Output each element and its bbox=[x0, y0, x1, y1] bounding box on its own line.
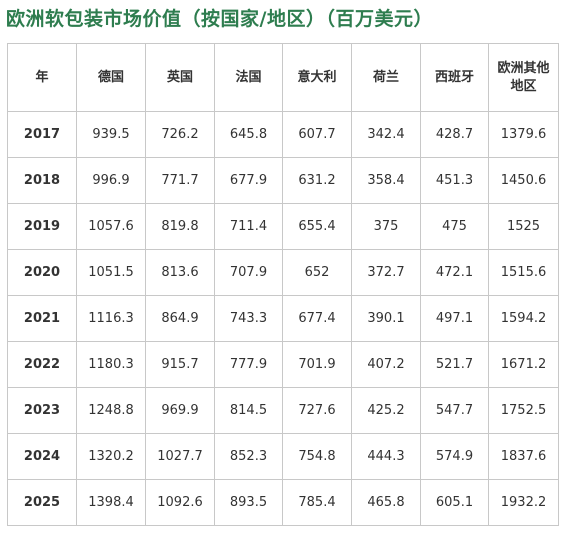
table-row: 2020 1051.5 813.6 707.9 652 372.7 472.1 1515.6 bbox=[7, 249, 559, 296]
cell-year: 2018 bbox=[7, 157, 77, 204]
header-italy: 意大利 bbox=[282, 43, 352, 112]
cell-year: 2025 bbox=[7, 479, 77, 526]
cell-italy: 785.4 bbox=[282, 479, 352, 526]
cell-rest-of-europe: 1525 bbox=[488, 203, 559, 250]
table-row: 2024 1320.2 1027.7 852.3 754.8 444.3 574.9 1837… bbox=[7, 433, 559, 480]
cell-italy: 607.7 bbox=[282, 111, 352, 158]
cell-italy: 631.2 bbox=[282, 157, 352, 204]
cell-spain: 521.7 bbox=[420, 341, 489, 388]
header-uk: 英国 bbox=[145, 43, 215, 112]
cell-uk: 969.9 bbox=[145, 387, 215, 434]
cell-rest-of-europe: 1752.5 bbox=[488, 387, 559, 434]
cell-uk: 915.7 bbox=[145, 341, 215, 388]
cell-year: 2021 bbox=[7, 295, 77, 342]
cell-year: 2019 bbox=[7, 203, 77, 250]
cell-italy: 727.6 bbox=[282, 387, 352, 434]
cell-spain: 475 bbox=[420, 203, 489, 250]
market-value-table: 年 德国 英国 法国 意大利 荷兰 西班牙 欧洲其他地区 2017 939.5 72… bbox=[7, 43, 559, 526]
cell-uk: 1027.7 bbox=[145, 433, 215, 480]
cell-france: 707.9 bbox=[214, 249, 283, 296]
cell-france: 677.9 bbox=[214, 157, 283, 204]
cell-spain: 574.9 bbox=[420, 433, 489, 480]
cell-france: 645.8 bbox=[214, 111, 283, 158]
table-row: 2021 1116.3 864.9 743.3 677.4 390.1 497.1 1594.… bbox=[7, 295, 559, 342]
cell-italy: 655.4 bbox=[282, 203, 352, 250]
table-row: 2022 1180.3 915.7 777.9 701.9 407.2 521.7 1671.… bbox=[7, 341, 559, 388]
cell-netherlands: 358.4 bbox=[351, 157, 421, 204]
cell-italy: 754.8 bbox=[282, 433, 352, 480]
cell-germany: 939.5 bbox=[76, 111, 146, 158]
cell-germany: 1320.2 bbox=[76, 433, 146, 480]
cell-germany: 1116.3 bbox=[76, 295, 146, 342]
header-rest-of-europe: 欧洲其他地区 bbox=[488, 43, 559, 112]
cell-uk: 864.9 bbox=[145, 295, 215, 342]
cell-rest-of-europe: 1932.2 bbox=[488, 479, 559, 526]
cell-france: 893.5 bbox=[214, 479, 283, 526]
cell-year: 2017 bbox=[7, 111, 77, 158]
cell-rest-of-europe: 1515.6 bbox=[488, 249, 559, 296]
cell-germany: 996.9 bbox=[76, 157, 146, 204]
cell-year: 2023 bbox=[7, 387, 77, 434]
table-row: 2019 1057.6 819.8 711.4 655.4 375 475 1525 bbox=[7, 203, 559, 250]
header-year: 年 bbox=[7, 43, 77, 112]
cell-france: 852.3 bbox=[214, 433, 283, 480]
header-spain: 西班牙 bbox=[420, 43, 489, 112]
cell-spain: 472.1 bbox=[420, 249, 489, 296]
header-germany: 德国 bbox=[76, 43, 146, 112]
cell-uk: 771.7 bbox=[145, 157, 215, 204]
cell-germany: 1248.8 bbox=[76, 387, 146, 434]
cell-uk: 726.2 bbox=[145, 111, 215, 158]
cell-rest-of-europe: 1379.6 bbox=[488, 111, 559, 158]
cell-rest-of-europe: 1594.2 bbox=[488, 295, 559, 342]
cell-netherlands: 342.4 bbox=[351, 111, 421, 158]
cell-netherlands: 465.8 bbox=[351, 479, 421, 526]
cell-france: 777.9 bbox=[214, 341, 283, 388]
cell-france: 711.4 bbox=[214, 203, 283, 250]
cell-germany: 1057.6 bbox=[76, 203, 146, 250]
table-row: 2017 939.5 726.2 645.8 607.7 342.4 428.7 1379.6 bbox=[7, 111, 559, 158]
cell-netherlands: 425.2 bbox=[351, 387, 421, 434]
cell-france: 743.3 bbox=[214, 295, 283, 342]
cell-year: 2020 bbox=[7, 249, 77, 296]
cell-germany: 1180.3 bbox=[76, 341, 146, 388]
header-netherlands: 荷兰 bbox=[351, 43, 421, 112]
cell-netherlands: 372.7 bbox=[351, 249, 421, 296]
cell-spain: 497.1 bbox=[420, 295, 489, 342]
cell-rest-of-europe: 1837.6 bbox=[488, 433, 559, 480]
cell-germany: 1398.4 bbox=[76, 479, 146, 526]
cell-uk: 813.6 bbox=[145, 249, 215, 296]
cell-netherlands: 407.2 bbox=[351, 341, 421, 388]
table-header-row: 年 德国 英国 法国 意大利 荷兰 西班牙 欧洲其他地区 bbox=[7, 43, 559, 112]
cell-netherlands: 390.1 bbox=[351, 295, 421, 342]
cell-italy: 701.9 bbox=[282, 341, 352, 388]
header-france: 法国 bbox=[214, 43, 283, 112]
cell-year: 2024 bbox=[7, 433, 77, 480]
page-title: 欧洲软包装市场价值（按国家/地区）（百万美元） bbox=[6, 8, 433, 30]
cell-netherlands: 375 bbox=[351, 203, 421, 250]
cell-uk: 819.8 bbox=[145, 203, 215, 250]
cell-uk: 1092.6 bbox=[145, 479, 215, 526]
table-row: 2018 996.9 771.7 677.9 631.2 358.4 451.3 1450.6 bbox=[7, 157, 559, 204]
cell-spain: 605.1 bbox=[420, 479, 489, 526]
table-row: 2025 1398.4 1092.6 893.5 785.4 465.8 605.1 1932… bbox=[7, 479, 559, 526]
cell-netherlands: 444.3 bbox=[351, 433, 421, 480]
cell-germany: 1051.5 bbox=[76, 249, 146, 296]
cell-rest-of-europe: 1450.6 bbox=[488, 157, 559, 204]
cell-italy: 652 bbox=[282, 249, 352, 296]
table-row: 2023 1248.8 969.9 814.5 727.6 425.2 547.7 1752.… bbox=[7, 387, 559, 434]
cell-spain: 547.7 bbox=[420, 387, 489, 434]
cell-spain: 428.7 bbox=[420, 111, 489, 158]
cell-italy: 677.4 bbox=[282, 295, 352, 342]
cell-rest-of-europe: 1671.2 bbox=[488, 341, 559, 388]
cell-year: 2022 bbox=[7, 341, 77, 388]
cell-france: 814.5 bbox=[214, 387, 283, 434]
cell-spain: 451.3 bbox=[420, 157, 489, 204]
